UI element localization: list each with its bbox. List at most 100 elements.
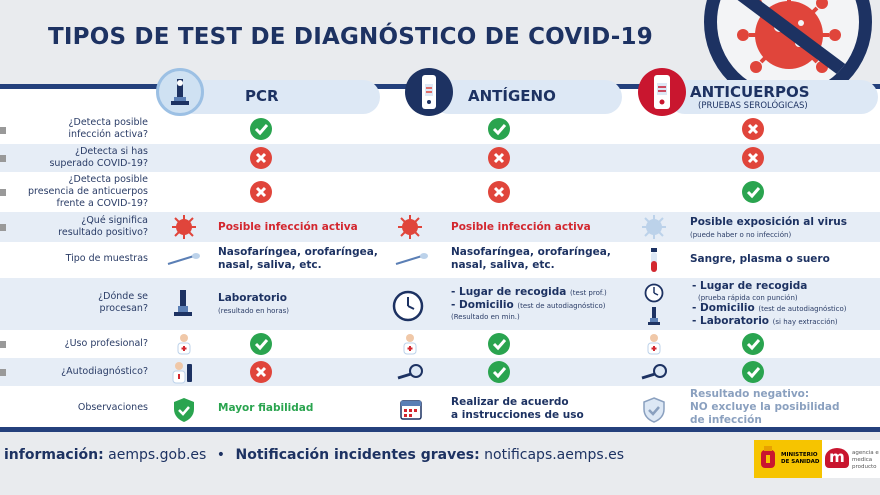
self-test-icon: [172, 360, 194, 388]
footer-notif-link[interactable]: notificaps.aemps.es: [484, 447, 625, 463]
muestras-pcr: Nasofaríngea, orofaríngea, nasal, saliva,…: [218, 246, 378, 271]
row-presencia-anticuerpos: ¿Detecta posible presencia de anticuerpos…: [0, 172, 880, 212]
resultado-anticuerpos-note: (puede haber o no infección): [690, 231, 792, 239]
virus-icon: [398, 215, 422, 243]
procesa-antigeno-1: - Lugar de recogida (test prof.): [451, 286, 607, 298]
aemps-text: agencia e medica producto: [852, 450, 879, 470]
row-marker: [0, 224, 6, 231]
doctor-icon: [402, 333, 418, 359]
doctor-icon: [176, 333, 192, 359]
cross-icon: [742, 118, 764, 140]
column-label-pcr: PCR: [245, 87, 279, 105]
row-label: ¿Detecta si has superado COVID-19?: [49, 146, 148, 169]
column-header-anticuerpos: ANTICUERPOS (PRUEBAS SEROLÓGICAS): [668, 80, 878, 114]
microscope-icon: [646, 306, 662, 330]
procesa-anticuerpos-2: - Domicilio (test de autodiagnóstico): [692, 302, 847, 314]
antigen-test-icon: [405, 68, 453, 116]
microscope-icon: [156, 68, 204, 116]
procesa-anticuerpos-1-note: (prueba rápida con punción): [698, 294, 798, 302]
aemps-mark: m: [825, 448, 849, 468]
row-label: Observaciones: [77, 402, 148, 413]
check-icon: [742, 361, 764, 383]
column-header-antigeno: ANTÍGENO: [432, 80, 622, 114]
resultado-pcr: Posible infección activa: [218, 221, 358, 233]
procesa-antigeno-note: (Resultado en min.): [451, 313, 520, 321]
row-marker: [0, 189, 6, 196]
shield-outline-icon: [642, 397, 666, 427]
cross-icon: [742, 147, 764, 169]
doctor-icon: [646, 333, 662, 359]
ministerio-text: MINISTERIO DE SANIDAD: [781, 452, 820, 465]
clock-icon: [644, 283, 664, 307]
footer-info-link[interactable]: aemps.gob.es: [108, 447, 207, 463]
check-icon: [488, 118, 510, 140]
row-uso-profesional: ¿Uso profesional?: [0, 330, 880, 358]
check-icon: [250, 118, 272, 140]
coat-of-arms-icon: [761, 446, 775, 468]
cross-icon: [488, 181, 510, 203]
procesa-anticuerpos-1: - Lugar de recogida: [692, 280, 808, 292]
check-icon: [488, 361, 510, 383]
resultado-antigeno: Posible infección activa: [451, 221, 591, 233]
cross-icon: [488, 147, 510, 169]
row-label: ¿Qué significa resultado positivo?: [58, 215, 148, 238]
procesa-pcr-note: (resultado en horas): [218, 307, 290, 315]
magnifier-icon: [640, 364, 668, 384]
row-marker: [0, 369, 6, 376]
footer-links: información: aemps.gob.es • Notificación…: [4, 447, 624, 463]
swab-icon: [166, 252, 200, 272]
observacion-pcr: Mayor fiabilidad: [218, 402, 314, 414]
row-label: ¿Detecta posible infección activa?: [68, 117, 148, 140]
column-header-pcr: PCR: [178, 80, 380, 114]
row-label: ¿Autodiagnóstico?: [61, 366, 148, 377]
aemps-logo: m agencia e medica producto: [822, 440, 880, 478]
cross-icon: [250, 361, 272, 383]
clock-icon: [392, 290, 424, 326]
procesa-anticuerpos-3: - Laboratorio (si hay extracción): [692, 315, 838, 327]
check-icon: [742, 181, 764, 203]
check-icon: [250, 333, 272, 355]
serology-test-icon: [638, 68, 686, 116]
row-marker: [0, 341, 6, 348]
footer-notif-label: Notificación incidentes graves:: [235, 447, 480, 463]
row-donde-procesan: ¿Dónde se procesan? Laboratorio (resultad…: [0, 278, 880, 330]
row-label: ¿Dónde se procesan?: [98, 291, 148, 314]
check-icon: [488, 333, 510, 355]
procesa-antigeno-2: - Domicilio (test de autodiagnóstico): [451, 299, 606, 311]
row-autodiagnostico: ¿Autodiagnóstico?: [0, 358, 880, 386]
row-superado-covid: ¿Detecta si has superado COVID-19?: [0, 144, 880, 172]
calendar-icon: [400, 398, 422, 424]
row-infeccion-activa: ¿Detecta posible infección activa?: [0, 114, 880, 144]
cross-icon: [250, 147, 272, 169]
row-marker: [0, 155, 6, 162]
page-title: TIPOS DE TEST DE DIAGNÓSTICO DE COVID-19: [48, 24, 653, 50]
blood-tube-icon: [648, 248, 660, 278]
row-resultado-positivo: ¿Qué significa resultado positivo? Posibl…: [0, 212, 880, 242]
swab-icon: [394, 252, 428, 272]
observacion-antigeno: Realizar de acuerdo a instrucciones de us…: [451, 396, 584, 421]
column-sublabel-anticuerpos: (PRUEBAS SEROLÓGICAS): [698, 101, 808, 111]
column-label-anticuerpos: ANTICUERPOS: [690, 83, 810, 101]
check-icon: [742, 333, 764, 355]
muestras-anticuerpos: Sangre, plasma o suero: [690, 253, 830, 265]
row-observaciones: Observaciones Mayor fiabilidad Realizar …: [0, 386, 880, 432]
muestras-antigeno: Nasofaríngea, orofaríngea, nasal, saliva,…: [451, 246, 611, 271]
observacion-anticuerpos: Resultado negativo: NO excluye la posibil…: [690, 388, 840, 426]
shield-check-icon: [172, 397, 196, 427]
row-tipo-muestras: Tipo de muestras Nasofaríngea, orofaríng…: [0, 242, 880, 278]
virus-outline-icon: [642, 215, 666, 243]
row-label: ¿Uso profesional?: [64, 338, 148, 349]
virus-icon: [172, 215, 196, 243]
cross-icon: [250, 181, 272, 203]
row-label: ¿Detecta posible presencia de anticuerpos…: [28, 174, 148, 209]
row-label: Tipo de muestras: [65, 253, 148, 264]
magnifier-icon: [396, 364, 424, 384]
procesa-pcr: Laboratorio: [218, 292, 287, 304]
column-label-antigeno: ANTÍGENO: [468, 87, 556, 105]
ministerio-sanidad-logo: MINISTERIO DE SANIDAD: [754, 440, 822, 478]
row-marker: [0, 127, 6, 134]
footer-separator: •: [216, 447, 226, 463]
resultado-anticuerpos: Posible exposición al virus: [690, 216, 847, 228]
footer-info-label: información:: [4, 447, 104, 463]
